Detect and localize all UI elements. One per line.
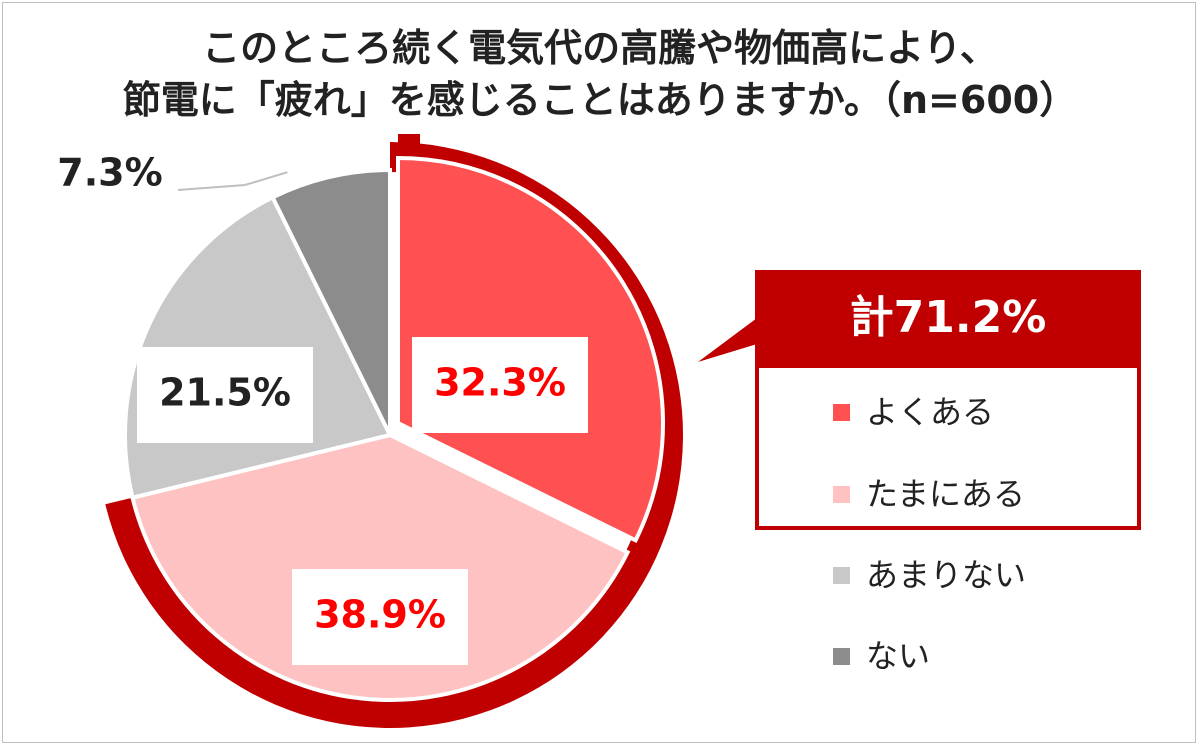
slice-label-text: 7.3%: [57, 151, 162, 195]
leader-line: [177, 171, 288, 191]
legend-label: あまりない: [866, 556, 1026, 594]
slice-label-1: 32.3%: [412, 337, 588, 433]
total-callout-pointer: [698, 318, 757, 362]
slice-label-2: 38.9%: [292, 569, 468, 665]
legend-item-4: ない: [833, 637, 930, 675]
legend-item-3: あまりない: [833, 556, 1026, 594]
total-callout-box: [755, 364, 1141, 530]
slice-label-text: 38.9%: [314, 593, 446, 637]
slice-labels: 32.3% 38.9% 21.5% 7.3%: [57, 151, 588, 665]
slice-label-4: 7.3%: [57, 151, 162, 195]
title-line-1: このところ続く電気代の高騰や物価高により、: [202, 26, 998, 70]
legend-item-2: たまにある: [833, 475, 1025, 513]
legend-swatch: [833, 404, 850, 421]
pie-slice-4: [269, 167, 392, 436]
total-callout: 計71.2%: [698, 270, 1141, 530]
slice-label-3: 21.5%: [137, 347, 313, 443]
title-line-2: 節電に「疲れ」を感じることはありますか。（n=600）: [122, 78, 1078, 122]
slice-label-box: [137, 347, 313, 443]
total-callout-header: [755, 270, 1141, 366]
pie-slice-2: [130, 432, 631, 702]
legend-item-1: よくある: [833, 393, 994, 431]
legend-label: よくある: [866, 393, 994, 431]
slice-label-text: 32.3%: [434, 361, 566, 405]
legend-label: ない: [866, 637, 930, 675]
slice-label-box: [412, 337, 588, 433]
legend-swatch: [833, 567, 850, 584]
legend-swatch: [833, 648, 850, 665]
slice-label-box: [292, 569, 468, 665]
slice-label-text: 21.5%: [159, 371, 291, 415]
legend-label: たまにある: [866, 475, 1025, 513]
legend-swatch: [833, 486, 850, 503]
total-label: 計71.2%: [850, 292, 1047, 343]
chart-title: このところ続く電気代の高騰や物価高により、 節電に「疲れ」を感じることはあります…: [0, 22, 1200, 126]
